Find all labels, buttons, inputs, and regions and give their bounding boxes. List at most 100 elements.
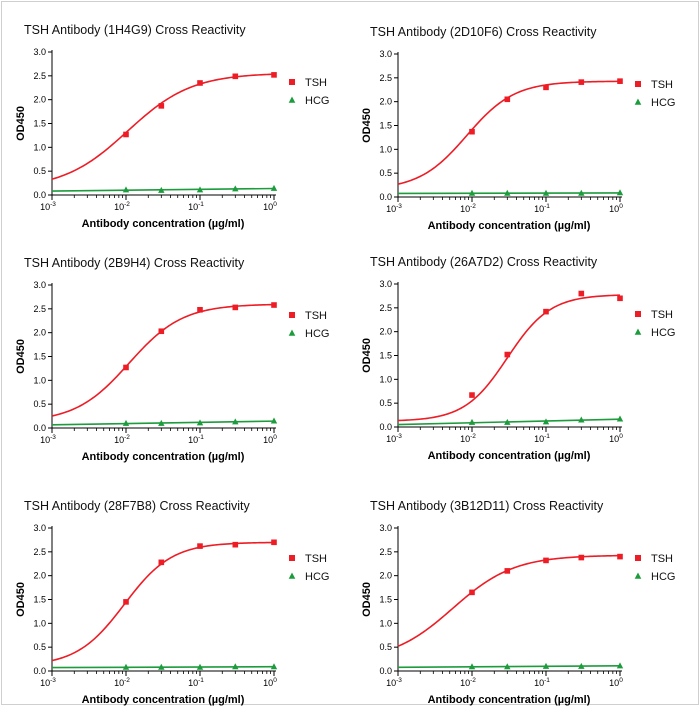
- data-point-tsh: [197, 306, 203, 313]
- data-point-tsh: [504, 351, 511, 358]
- x-tick-exponent: -1: [198, 434, 204, 441]
- data-point-hcg: [232, 663, 239, 670]
- x-tick-label: 10-3: [386, 203, 402, 214]
- y-tick-label: 3.0: [379, 49, 392, 59]
- x-tick-exponent: 0: [273, 201, 277, 208]
- x-tick-exponent: -1: [198, 201, 204, 208]
- chart-svg: TSH Antibody (2B9H4) Cross Reactivity 0.0…: [15, 256, 329, 463]
- chart-svg: TSH Antibody (2D10F6) Cross Reactivity 0.…: [361, 25, 675, 232]
- data-point-hcg: [468, 189, 476, 196]
- y-axis-label: OD450: [361, 582, 373, 617]
- x-tick-label: 10-1: [534, 433, 550, 444]
- chart-panel-1h4g9: TSH Antibody (1H4G9) Cross Reactivity 0.0…: [12, 20, 348, 230]
- data-point-hcg: [158, 186, 165, 193]
- y-tick-label: 3.0: [379, 523, 392, 533]
- data-point-tsh: [197, 80, 203, 86]
- x-tick-base: 10: [460, 434, 470, 444]
- data-point-hcg: [232, 418, 239, 425]
- data-point-tsh: [158, 559, 165, 566]
- data-point-tsh: [123, 131, 129, 138]
- y-tick-label: 0.0: [379, 666, 392, 676]
- x-tick-label: 10-1: [534, 203, 550, 214]
- data-point-hcg: [542, 189, 550, 196]
- x-axis-label: Antibody concentration (µg/ml): [82, 694, 245, 706]
- y-tick-label: 1.5: [33, 119, 46, 129]
- y-tick-label: 3.0: [33, 523, 46, 533]
- data-point-hcg: [578, 662, 585, 669]
- data-point-hcg: [196, 419, 204, 426]
- data-point-hcg: [122, 419, 130, 426]
- x-tick-base: 10: [188, 435, 198, 445]
- x-tick-exponent: -2: [124, 677, 130, 684]
- legend-label-hcg: HCG: [651, 571, 675, 583]
- x-tick-label: 100: [263, 201, 277, 212]
- x-tick-exponent: -2: [124, 434, 130, 441]
- x-tick-base: 10: [188, 202, 198, 212]
- data-point-tsh: [617, 553, 623, 560]
- x-tick-label: 10-1: [534, 677, 550, 688]
- x-tick-exponent: -1: [544, 677, 550, 684]
- y-tick-label: 1.0: [33, 142, 46, 152]
- x-tick-label: 10-1: [188, 201, 204, 212]
- data-point-hcg: [616, 189, 624, 196]
- data-point-tsh: [232, 304, 239, 311]
- chart-title: TSH Antibody (26A7D2) Cross Reactivity: [370, 255, 598, 269]
- data-point-tsh: [504, 568, 511, 574]
- legend-marker-hcg: [634, 98, 642, 105]
- legend-label-tsh: TSH: [651, 309, 673, 321]
- y-axis-label: OD450: [361, 338, 373, 373]
- data-point-hcg: [542, 662, 550, 669]
- y-tick-label: 2.5: [379, 547, 392, 557]
- x-tick-base: 10: [40, 435, 50, 445]
- x-tick-exponent: -3: [396, 677, 402, 684]
- x-axis-label: Antibody concentration (µg/ml): [82, 218, 245, 230]
- legend-label-hcg: HCG: [651, 327, 675, 339]
- x-tick-base: 10: [609, 678, 619, 688]
- x-tick-exponent: -3: [396, 433, 402, 440]
- x-tick-exponent: 0: [619, 203, 623, 210]
- chart-panel-28f7b8: TSH Antibody (28F7B8) Cross Reactivity 0.…: [12, 496, 348, 706]
- x-tick-label: 10-2: [460, 433, 476, 444]
- x-tick-label: 10-1: [188, 677, 204, 688]
- x-tick-label: 10-2: [460, 203, 476, 214]
- y-axis-label: OD450: [361, 108, 373, 143]
- x-tick-exponent: 0: [619, 677, 623, 684]
- y-tick-label: 2.0: [33, 571, 46, 581]
- x-tick-base: 10: [460, 678, 470, 688]
- y-tick-label: 0.0: [33, 190, 46, 200]
- y-tick-label: 0.5: [33, 642, 46, 652]
- legend-label-tsh: TSH: [305, 553, 327, 565]
- x-tick-base: 10: [534, 678, 544, 688]
- data-point-tsh: [271, 72, 277, 78]
- legend-label-tsh: TSH: [305, 77, 327, 89]
- y-tick-label: 2.5: [33, 71, 46, 81]
- y-tick-label: 2.0: [379, 571, 392, 581]
- x-tick-label: 10-2: [114, 677, 130, 688]
- y-tick-label: 2.0: [379, 97, 392, 107]
- data-point-hcg: [504, 418, 511, 425]
- x-tick-base: 10: [460, 204, 470, 214]
- x-tick-label: 10-2: [114, 434, 130, 445]
- x-tick-base: 10: [188, 678, 198, 688]
- chart-panel-3b12d11: TSH Antibody (3B12D11) Cross Reactivity 0…: [358, 496, 694, 706]
- data-point-hcg: [232, 185, 239, 192]
- x-tick-exponent: 0: [273, 434, 277, 441]
- x-tick-base: 10: [534, 434, 544, 444]
- x-tick-base: 10: [386, 204, 396, 214]
- y-tick-label: 3.0: [33, 47, 46, 57]
- legend-label-tsh: TSH: [651, 553, 673, 565]
- x-tick-exponent: -1: [198, 677, 204, 684]
- x-tick-label: 100: [609, 677, 623, 688]
- chart-title: TSH Antibody (1H4G9) Cross Reactivity: [24, 23, 246, 37]
- chart-panel-2d10f6: TSH Antibody (2D10F6) Cross Reactivity 0.…: [358, 22, 694, 232]
- x-tick-base: 10: [534, 204, 544, 214]
- x-tick-label: 10-3: [40, 434, 56, 445]
- data-point-hcg: [542, 418, 550, 425]
- x-tick-exponent: -3: [50, 201, 56, 208]
- chart-title: TSH Antibody (2B9H4) Cross Reactivity: [24, 256, 245, 270]
- data-point-tsh: [271, 302, 277, 308]
- data-point-tsh: [232, 73, 239, 80]
- data-point-tsh: [617, 295, 623, 302]
- y-tick-label: 2.5: [379, 303, 392, 313]
